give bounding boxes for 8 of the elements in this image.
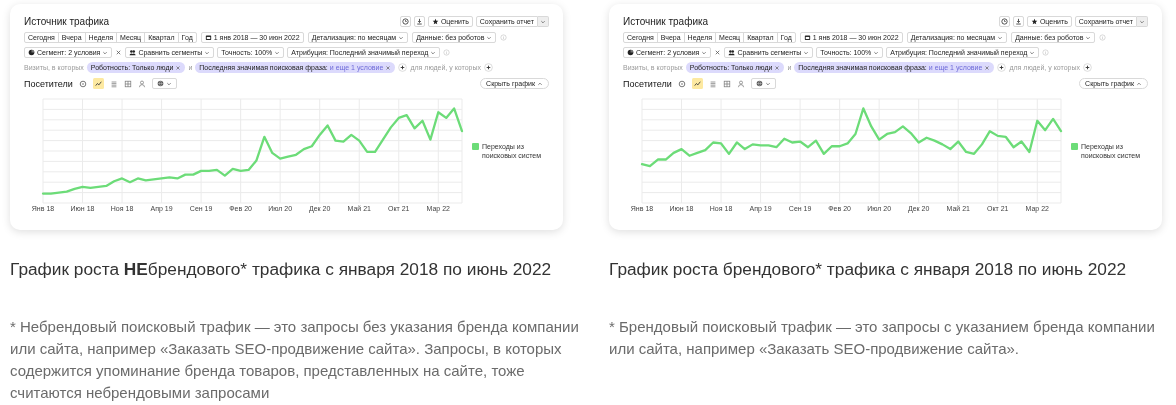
text: Посетители — [623, 78, 672, 89]
text: График роста НЕбрендового* трафика с января 2018 по июнь 2022 — [10, 259, 552, 279]
text: График роста брендового* трафика с января 2018 по июнь 2022 — [609, 259, 1127, 279]
text: Посетители — [24, 78, 73, 89]
chart-title: Источник трафика — [623, 16, 709, 27]
text: * Брендовый поисковый трафик — это запросы с указанием бренда компании или сайта, например «Заказать SEO-продвижение сайта». — [609, 318, 1155, 357]
chart-title: Источник трафика — [24, 16, 110, 27]
text: * Небрендовый поисковый трафик — это запросы без указания бренда компании или сайта, например «Заказать SEO-продвижение сайта». Запросы, в которых содержится упоминание бренда товаров, представленных на сайте, тоже считаются небрендовыми запросами — [10, 318, 579, 401]
